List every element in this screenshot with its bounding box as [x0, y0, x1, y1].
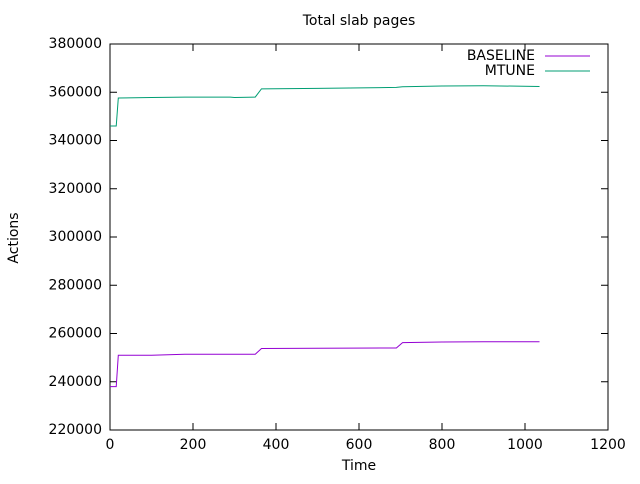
x-tick-label: 0 — [106, 437, 115, 453]
series-line — [110, 341, 540, 388]
x-tick-label: 200 — [180, 437, 207, 453]
legend-label: MTUNE — [485, 63, 535, 79]
y-axis-label: Actions — [6, 212, 22, 263]
x-tick-label: 800 — [429, 437, 456, 453]
x-tick-label: 600 — [346, 437, 373, 453]
legend-label: BASELINE — [467, 48, 535, 64]
y-tick-label: 340000 — [49, 133, 102, 149]
x-tick-label: 1000 — [507, 437, 543, 453]
x-tick-label: 400 — [263, 437, 290, 453]
y-tick-label: 240000 — [49, 374, 102, 390]
y-tick-label: 260000 — [49, 326, 102, 342]
y-tick-label: 380000 — [49, 36, 102, 52]
y-tick-label: 300000 — [49, 229, 102, 245]
y-tick-label: 220000 — [49, 422, 102, 438]
series-line — [110, 85, 540, 127]
y-tick-label: 360000 — [49, 84, 102, 100]
y-tick-label: 280000 — [49, 277, 102, 293]
x-tick-label: 1200 — [590, 437, 626, 453]
y-tick-label: 320000 — [49, 181, 102, 197]
x-axis-label: Time — [341, 458, 376, 474]
chart-title: Total slab pages — [302, 13, 416, 29]
